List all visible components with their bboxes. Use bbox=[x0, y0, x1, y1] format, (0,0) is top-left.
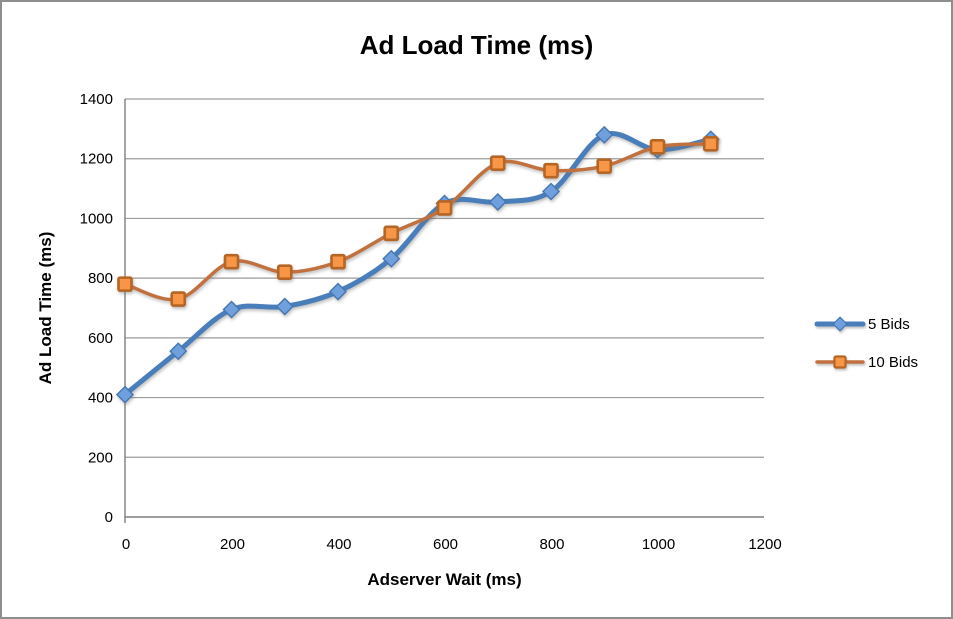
marker-5-bids bbox=[116, 385, 134, 404]
chart-title: Ad Load Time (ms) bbox=[359, 30, 594, 60]
legend-label-10-bids: 10 Bids bbox=[868, 353, 919, 371]
marker-10-bids bbox=[330, 253, 346, 270]
marker-10-bids bbox=[223, 253, 240, 270]
y-tick-label-0: 0 bbox=[105, 509, 113, 526]
marker-10-bids bbox=[543, 162, 559, 179]
marker-5-bids bbox=[488, 193, 507, 211]
marker-10-bids bbox=[436, 200, 453, 216]
marker-10-bids bbox=[117, 276, 133, 292]
marker-5-bids bbox=[832, 316, 848, 332]
y-tick-label-200: 200 bbox=[88, 449, 113, 466]
marker-10-bids bbox=[702, 135, 719, 152]
legend: 5 Bids 10 Bids bbox=[814, 315, 918, 371]
series-line-5-bids bbox=[122, 130, 714, 398]
x-tick-label-600: 600 bbox=[433, 536, 458, 553]
y-tick-label-1200: 1200 bbox=[80, 151, 113, 168]
x-tick-label-1000: 1000 bbox=[642, 536, 675, 553]
marker-5-bids bbox=[169, 342, 188, 361]
legend-swatch-5-bids bbox=[814, 316, 866, 332]
x-tick-label-0: 0 bbox=[122, 536, 130, 553]
legend-label-5-bids: 5 Bids bbox=[868, 315, 910, 333]
marker-10-bids bbox=[170, 291, 187, 307]
legend-item-5-bids: 5 Bids bbox=[814, 315, 918, 333]
marker-10-bids bbox=[649, 138, 666, 155]
y-tick-label-800: 800 bbox=[88, 270, 113, 287]
y-tick-label-1000: 1000 bbox=[80, 210, 113, 227]
y-tick-label-600: 600 bbox=[88, 330, 113, 347]
marker-10-bids bbox=[596, 158, 613, 174]
marker-5-bids bbox=[542, 182, 560, 201]
series-10-bids bbox=[117, 135, 719, 307]
y-axis-title: Ad Load Time (ms) bbox=[36, 231, 55, 385]
legend-item-10-bids: 10 Bids bbox=[814, 353, 918, 371]
legend-swatch-10-bids bbox=[815, 355, 865, 369]
series-line-10-bids bbox=[123, 142, 713, 302]
marker-10-bids bbox=[383, 225, 400, 242]
marker-5-bids bbox=[329, 282, 347, 301]
y-tick-label-400: 400 bbox=[88, 390, 113, 407]
marker-5-bids bbox=[222, 300, 241, 319]
marker-5-bids bbox=[275, 297, 294, 316]
x-tick-label-200: 200 bbox=[220, 536, 245, 553]
marker-5-bids bbox=[595, 125, 614, 144]
y-tick-label-1400: 1400 bbox=[80, 91, 113, 108]
marker-10-bids bbox=[276, 264, 293, 280]
x-tick-label-800: 800 bbox=[539, 536, 564, 553]
marker-10-bids bbox=[833, 355, 847, 369]
marker-10-bids bbox=[489, 155, 506, 171]
x-axis-title: Adserver Wait (ms) bbox=[367, 570, 522, 589]
x-tick-label-1200: 1200 bbox=[748, 536, 781, 553]
marker-5-bids bbox=[382, 249, 401, 268]
series-5-bids bbox=[116, 125, 720, 404]
x-tick-label-400: 400 bbox=[326, 536, 351, 553]
